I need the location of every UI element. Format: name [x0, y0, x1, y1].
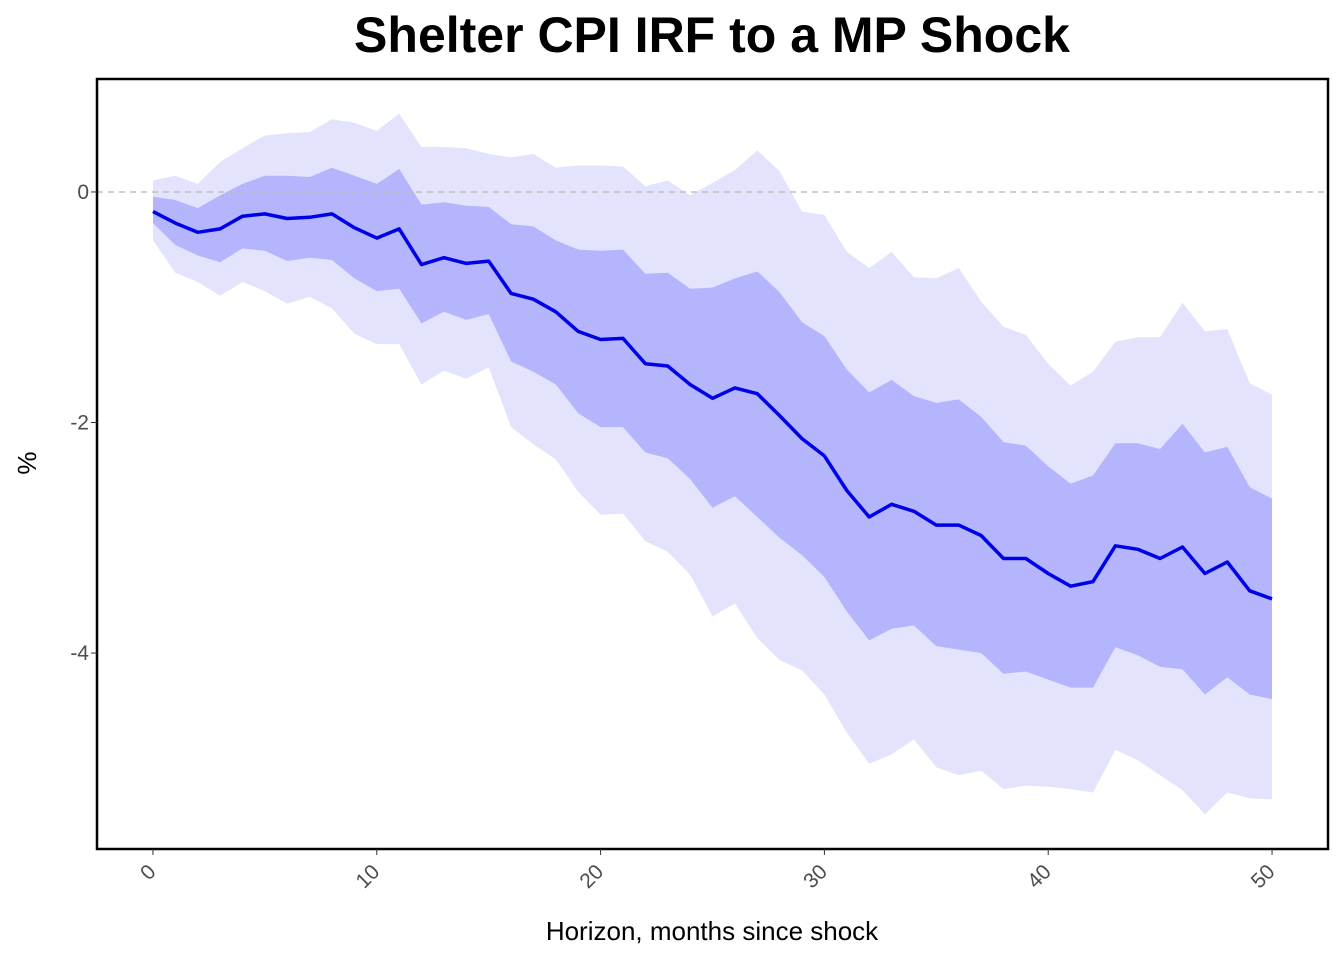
plot-area [97, 113, 1328, 815]
y-tick-label: 0 [77, 181, 89, 204]
x-axis: 0 10 20 30 40 50 [136, 849, 1280, 893]
x-tick-label: 40 [1023, 860, 1056, 893]
y-axis: 0 -2 -4 [70, 181, 97, 665]
x-tick-label: 30 [799, 860, 832, 893]
x-tick-label: 50 [1247, 860, 1280, 893]
x-tick-label: 0 [136, 860, 161, 885]
irf-line [152, 210, 1273, 601]
x-axis-title: Horizon, months since shock [546, 916, 879, 946]
y-tick-label: -4 [70, 642, 89, 665]
chart-title: Shelter CPI IRF to a MP Shock [354, 7, 1070, 63]
plot-frame [95, 77, 1330, 851]
y-axis-title: % [12, 451, 42, 474]
x-tick-label: 10 [352, 860, 385, 893]
y-tick-label: -2 [70, 412, 89, 435]
x-tick-label: 20 [575, 860, 608, 893]
inner-confidence-band [153, 167, 1272, 700]
